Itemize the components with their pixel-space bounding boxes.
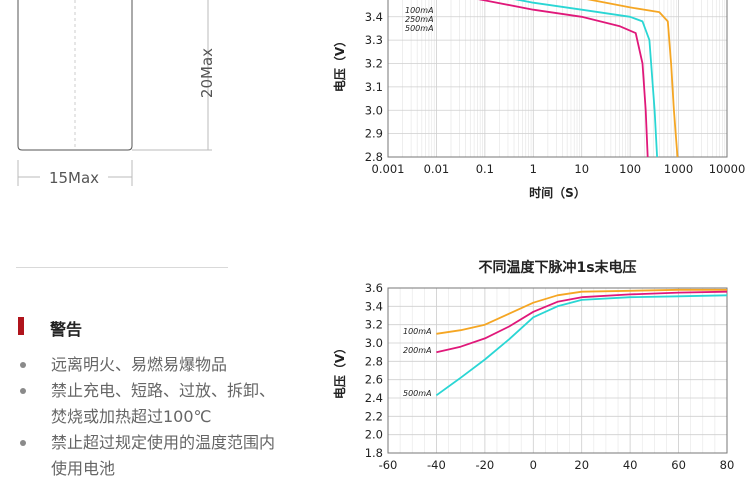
series-label: 500mA [403,389,432,398]
x-tick-label: 0.001 [372,162,405,176]
y-tick-label: 2.4 [365,391,383,405]
warning-item: 禁止充电、短路、过放、拆卸、焚烧或加热超过100℃ [18,378,288,430]
warning-accent-bar [18,317,24,335]
y-tick-label: 2.2 [365,409,383,423]
y-tick-label: 3.6 [365,281,383,295]
bullet-icon [20,440,26,446]
y-tick-label: 2.8 [365,354,383,368]
series-label: 500mA [405,24,434,33]
y-tick-label: 2.0 [365,428,383,442]
x-tick-label: 40 [623,458,638,472]
y-tick-label: 1.8 [365,446,383,460]
dimension-drawing: 15Max 20Max [0,0,250,200]
x-tick-label: 10 [574,162,589,176]
x-tick-label: 1 [530,162,537,176]
x-tick-label: 10000 [709,162,746,176]
warning-item: 远离明火、易燃易爆物品 [18,352,288,378]
series-label: 200mA [403,346,432,355]
x-tick-label: 100 [619,162,641,176]
y-tick-label: 3.4 [365,10,383,24]
width-label: 15Max [49,169,99,187]
y-tick-label: 2.6 [365,373,383,387]
warning-list: 远离明火、易燃易爆物品 禁止充电、短路、过放、拆卸、焚烧或加热超过100℃ 禁止… [18,352,288,482]
x-tick-label: 60 [671,458,686,472]
y-tick-label: 2.9 [365,127,383,141]
y-axis-label: 电压（V） [332,342,347,399]
height-label: 20Max [198,48,216,98]
x-tick-label: 80 [720,458,735,472]
x-tick-label: -40 [427,458,446,472]
y-tick-label: 2.8 [365,150,383,164]
y-tick-label: 3.3 [365,33,383,47]
temperature-pulse-chart: 不同温度下脉冲1s末电压 -60 -40 -20 0 20 40 60 80 1.8 2.0 2.2 2… [330,250,750,481]
y-tick-label: 3.1 [365,80,383,94]
grid [388,288,727,453]
warning-title: 警告 [50,316,82,340]
y-tick-label: 3.0 [365,336,383,350]
series-label: 250mA [405,15,434,24]
section-divider [16,267,228,268]
y-tick-label: 3.0 [365,103,383,117]
series-label: 100mA [405,6,434,15]
warning-text: 禁止充电、短路、过放、拆卸、焚烧或加热超过100℃ [51,381,275,426]
discharge-time-chart: 0.001 0.01 0.1 1 10 100 1000 10000 2.8 2.9 3.0 3.1 3… [330,0,750,205]
warning-text: 远离明火、易燃易爆物品 [51,355,227,374]
warning-text: 禁止超过规定使用的温度范围内使用电池 [51,433,275,478]
x-tick-label: 20 [574,458,589,472]
x-axis-label: 时间（S） [529,185,586,200]
bullet-icon [20,362,26,368]
x-tick-label: 1000 [664,162,693,176]
chart-title: 不同温度下脉冲1s末电压 [478,259,636,276]
warning-item: 禁止超过规定使用的温度范围内使用电池 [18,430,288,482]
y-axis-label: 电压（V） [332,35,347,92]
y-tick-label: 3.2 [365,318,383,332]
x-tick-label: 0 [530,458,537,472]
x-tick-label: 0.1 [476,162,494,176]
x-tick-label: -20 [475,458,494,472]
y-tick-label: 3.4 [365,299,383,313]
y-tick-label: 3.2 [365,57,383,71]
series-label: 100mA [403,327,432,336]
x-tick-label: 0.01 [424,162,450,176]
bullet-icon [20,388,26,394]
x-tick-label: -60 [379,458,398,472]
